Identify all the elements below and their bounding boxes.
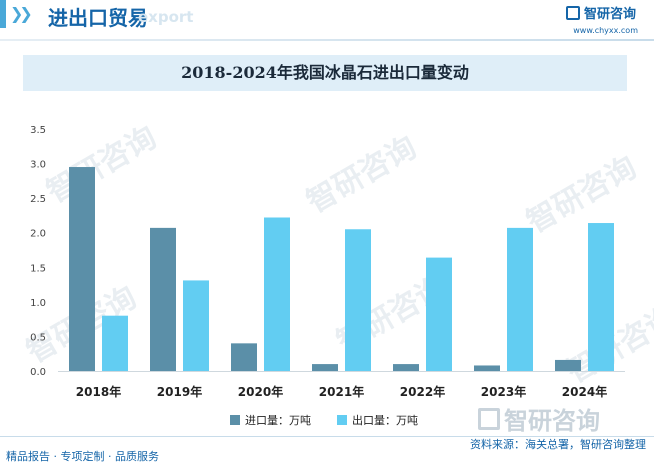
x-tick-label: 2020年 <box>238 384 283 399</box>
page-footer: 精品报告 · 专项定制 · 品质服务 资料来源：海关总署，智研咨询整理 <box>0 436 654 466</box>
chart-legend: 进口量：万吨 出口量：万吨 <box>230 412 418 428</box>
y-tick-label: 1.0 <box>30 298 46 309</box>
legend-swatch-import <box>230 415 240 425</box>
legend-label-import: 进口量：万吨 <box>245 414 311 427</box>
x-tick-label: 2024年 <box>562 384 607 399</box>
site-url: www.chyxx.com <box>573 26 638 35</box>
page-header: ❯❯ 进出口贸易 export 智研咨询 www.chyxx.com <box>0 0 654 41</box>
legend-item-export: 出口量：万吨 <box>337 412 418 428</box>
bar-import <box>231 343 257 371</box>
bar-export <box>426 257 452 371</box>
bar-import <box>312 364 338 371</box>
legend-label-export: 出口量：万吨 <box>352 414 418 427</box>
bar-export <box>507 227 533 371</box>
y-tick-label: 1.5 <box>30 263 46 274</box>
x-tick-label: 2022年 <box>400 384 445 399</box>
brand-name: 智研咨询 <box>504 407 600 435</box>
bar-export <box>102 315 128 371</box>
y-tick-label: 2.5 <box>30 194 46 205</box>
y-tick-label: 0.5 <box>30 332 46 343</box>
header-divider <box>0 39 654 41</box>
bar-import <box>393 364 419 371</box>
bar-import <box>69 167 95 371</box>
x-tick-label: 2021年 <box>319 384 364 399</box>
bar-export <box>264 217 290 371</box>
footer-source: 资料来源：海关总署，智研咨询整理 <box>470 438 646 451</box>
bar-import <box>555 359 581 371</box>
x-tick-label: 2023年 <box>481 384 526 399</box>
brand-logo-watermark: 智研咨询 <box>478 401 600 436</box>
chevron-right-icon: ❯❯ <box>10 4 33 23</box>
brand-logo-icon <box>478 407 500 430</box>
footer-divider <box>0 436 654 437</box>
chart-title: 2018-2024年我国冰晶石进出口量变动 <box>181 63 469 82</box>
brand-logo: 智研咨询 <box>565 3 636 22</box>
page-title: 进出口贸易 <box>48 6 148 30</box>
y-tick-label: 3.0 <box>30 160 46 171</box>
y-tick-label: 0.0 <box>30 367 46 378</box>
legend-item-import: 进口量：万吨 <box>230 412 311 428</box>
footer-slogan: 精品报告 · 专项定制 · 品质服务 <box>6 450 159 463</box>
brand-name: 智研咨询 <box>583 7 636 22</box>
page-subtitle: export <box>138 8 194 26</box>
bar-export <box>345 229 371 371</box>
bar-import <box>150 227 176 371</box>
legend-swatch-export <box>337 415 347 425</box>
x-tick-label: 2018年 <box>76 384 121 399</box>
header-accent-bar <box>0 0 6 28</box>
brand-logo-icon <box>565 5 580 20</box>
bar-import <box>474 365 500 371</box>
chart-title-box: 2018-2024年我国冰晶石进出口量变动 <box>23 55 627 91</box>
bar-export <box>183 280 209 371</box>
y-tick-label: 3.5 <box>30 125 46 136</box>
bar-export <box>588 223 614 371</box>
y-tick-label: 2.0 <box>30 229 46 240</box>
x-tick-label: 2019年 <box>157 384 202 399</box>
